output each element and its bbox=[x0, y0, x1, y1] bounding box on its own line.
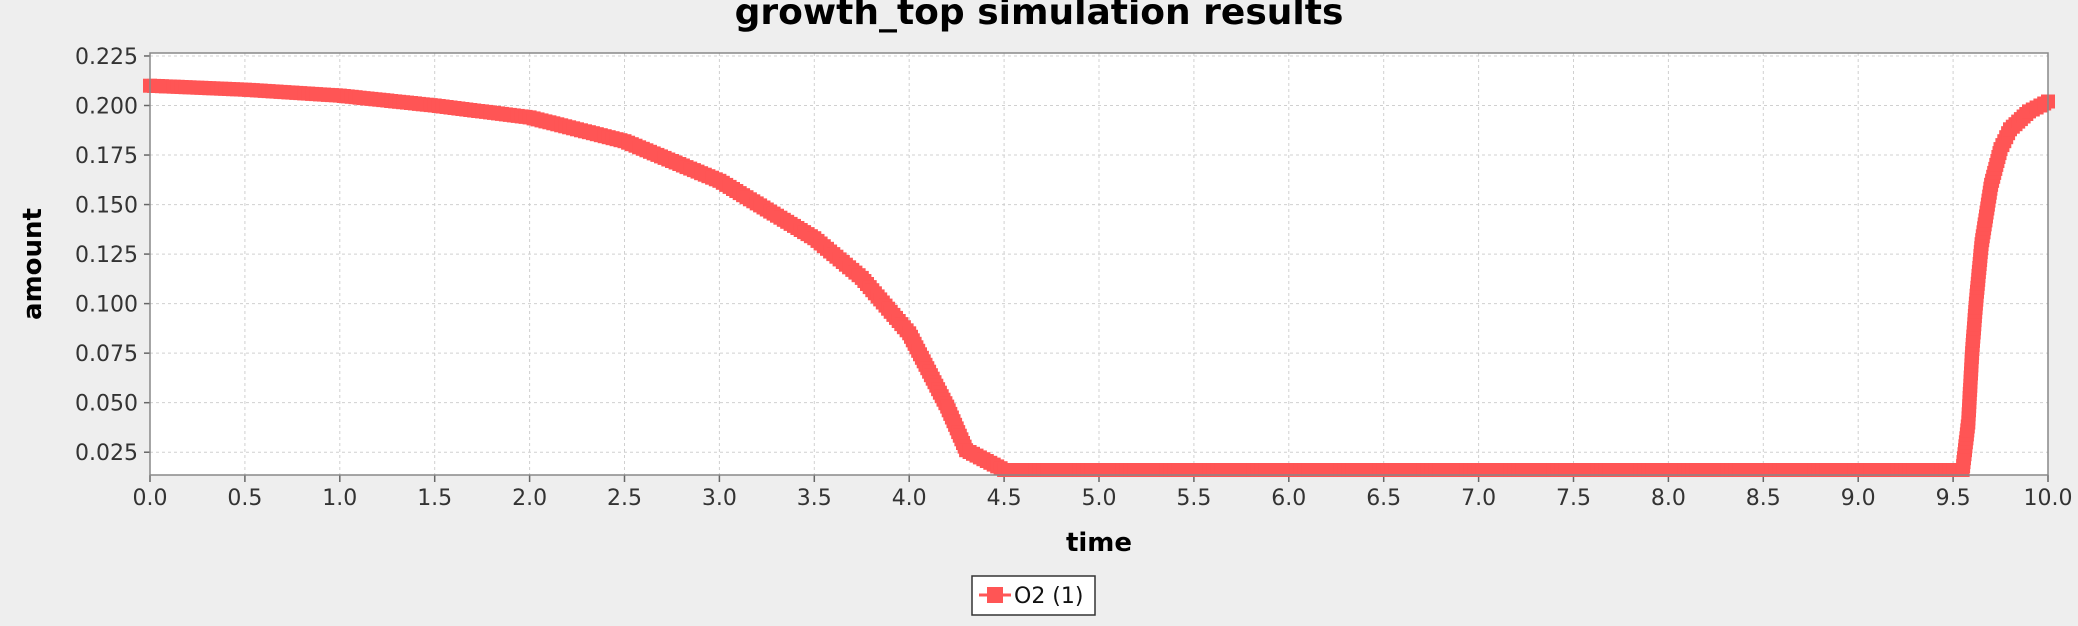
x-tick-label: 3.5 bbox=[797, 486, 832, 511]
y-tick-label: 0.175 bbox=[75, 144, 138, 169]
x-tick-label: 7.0 bbox=[1461, 486, 1496, 511]
x-tick-label: 9.5 bbox=[1936, 486, 1971, 511]
y-tick-label: 0.075 bbox=[75, 342, 138, 367]
y-axis-label: amount bbox=[18, 208, 48, 320]
x-tick-label: 4.0 bbox=[892, 486, 927, 511]
y-axis-ticks: 0.025 0.050 0.075 0.100 0.125 0.150 0.175 0.200… bbox=[75, 45, 150, 466]
y-tick-label: 0.025 bbox=[75, 441, 138, 466]
series-o2 bbox=[143, 78, 2055, 477]
x-tick-label: 5.0 bbox=[1082, 486, 1117, 511]
x-tick-label: 2.0 bbox=[512, 486, 547, 511]
x-tick-label: 2.5 bbox=[607, 486, 642, 511]
x-tick-label: 5.5 bbox=[1176, 486, 1211, 511]
y-tick-label: 0.200 bbox=[75, 95, 138, 120]
x-tick-label: 8.0 bbox=[1651, 486, 1686, 511]
x-tick-label: 1.5 bbox=[417, 486, 452, 511]
x-tick-label: 6.0 bbox=[1271, 486, 1306, 511]
y-tick-label: 0.050 bbox=[75, 392, 138, 417]
x-tick-label: 0.5 bbox=[227, 486, 262, 511]
legend-label: O2 (1) bbox=[1014, 584, 1083, 609]
legend: O2 (1) bbox=[971, 575, 1096, 616]
x-tick-label: 3.0 bbox=[702, 486, 737, 511]
x-tick-label: 6.5 bbox=[1366, 486, 1401, 511]
x-tick-label: 9.0 bbox=[1841, 486, 1876, 511]
legend-square-marker-icon bbox=[987, 587, 1003, 603]
x-tick-label: 1.0 bbox=[322, 486, 357, 511]
x-tick-label: 4.5 bbox=[987, 486, 1022, 511]
y-tick-label: 0.125 bbox=[75, 243, 138, 268]
chart-title: growth_top simulation results bbox=[735, 0, 1344, 33]
y-tick-label: 0.100 bbox=[75, 293, 138, 318]
x-tick-label: 10.0 bbox=[2024, 486, 2073, 511]
y-tick-label: 0.150 bbox=[75, 194, 138, 219]
x-axis-ticks: 0.0 0.5 1.0 1.5 2.0 2.5 3.0 3.5 4.0 4.5 5.0 5.5 6.0 6… bbox=[133, 475, 2073, 511]
plot-border bbox=[149, 52, 2049, 476]
x-axis-label: time bbox=[1066, 528, 1132, 558]
x-tick-label: 7.5 bbox=[1556, 486, 1591, 511]
x-tick-label: 0.0 bbox=[133, 486, 168, 511]
y-tick-label: 0.225 bbox=[75, 45, 138, 70]
x-tick-label: 8.5 bbox=[1746, 486, 1781, 511]
